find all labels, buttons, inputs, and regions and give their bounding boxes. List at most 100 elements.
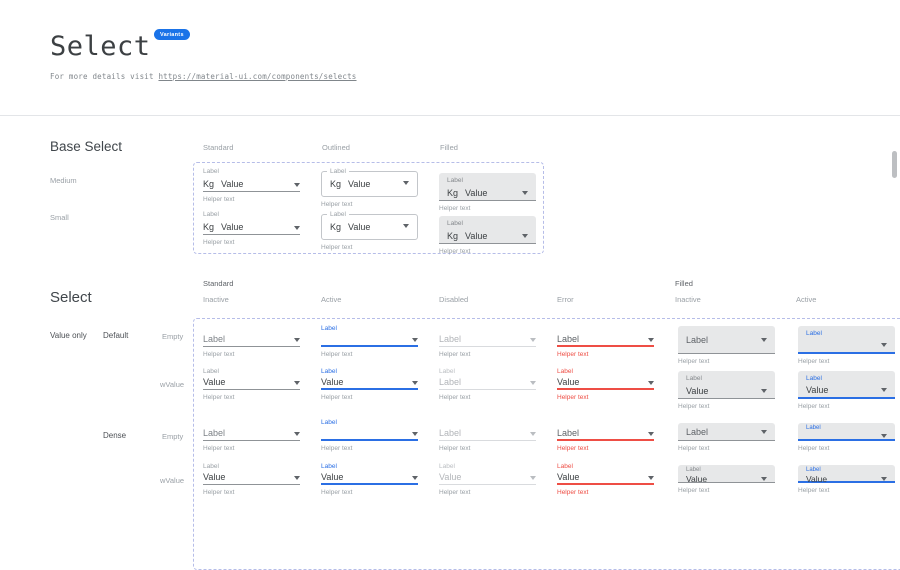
- select-placeholder: Label: [439, 334, 462, 344]
- variants-badge: Variants: [154, 29, 190, 40]
- select-label: Label: [806, 330, 822, 337]
- chevron-down-icon: [761, 388, 767, 393]
- standard-error-wvalue-select: Label Value Helper text: [557, 367, 654, 410]
- select-section-heading: Select: [50, 289, 92, 306]
- select-trigger[interactable]: Label Value: [798, 465, 895, 484]
- select-trigger[interactable]: Label: [203, 427, 300, 441]
- select-row-default-empty: Label Helper text Label Helper text Labe…: [203, 324, 895, 365]
- select-value: Value: [221, 179, 244, 189]
- chevron-down-icon: [294, 476, 300, 480]
- select-label: Label: [686, 467, 701, 473]
- select-trigger[interactable]: Label: [557, 333, 654, 347]
- helper-text: Helper text: [203, 445, 235, 452]
- base-select-row-small: Label Kg Value Helper text Label Kg Value …: [203, 210, 536, 255]
- select-trigger[interactable]: Label: [203, 333, 300, 347]
- select-label: Label: [806, 425, 821, 431]
- filled-dense-inactive-empty-select: Label Helper text: [678, 418, 775, 452]
- select-value: Value: [806, 474, 828, 484]
- select-trigger[interactable]: Label Kg Value: [439, 173, 536, 201]
- helper-text: Helper text: [439, 351, 471, 358]
- select-placeholder: Label: [203, 428, 226, 438]
- material-ui-link[interactable]: https://material-ui.com/components/selec…: [158, 72, 357, 81]
- select-trigger[interactable]: Label Value: [678, 371, 775, 399]
- select-trigger[interactable]: Label: [678, 326, 775, 354]
- select-label: Label: [203, 211, 219, 218]
- select-trigger[interactable]: Value: [321, 471, 418, 485]
- select-trigger[interactable]: Label: [678, 423, 775, 441]
- standard-dense-inactive-empty-select: Label Helper text: [203, 418, 300, 452]
- select-trigger[interactable]: Label Value: [678, 465, 775, 484]
- filled-inactive-wvalue-select: Label Value Helper text: [678, 367, 775, 410]
- select-trigger[interactable]: Value: [203, 471, 300, 485]
- select-value: Value: [439, 472, 462, 482]
- select-trigger[interactable]: [321, 333, 418, 347]
- select-trigger[interactable]: Value: [203, 376, 300, 390]
- helper-text: Helper text: [439, 248, 471, 255]
- state-header-disabled: Disabled: [439, 295, 469, 304]
- select-value: Value: [321, 472, 344, 482]
- state-header-active: Active: [321, 295, 342, 304]
- helper-text: Helper text: [203, 196, 235, 203]
- standard-active-wvalue-select: Label Value Helper text: [321, 367, 418, 410]
- select-trigger[interactable]: Value: [439, 471, 536, 485]
- select-trigger[interactable]: Label: [798, 326, 895, 354]
- select-trigger[interactable]: Label: [557, 427, 654, 441]
- standard-dense-active-wvalue-select: Label Value Helper text: [321, 462, 418, 496]
- row-group-value-only: Value only: [50, 331, 87, 340]
- scrollbar-thumb[interactable]: [892, 151, 897, 178]
- helper-text: Helper text: [557, 394, 589, 401]
- mode-label-empty-dense: Empty: [162, 432, 184, 441]
- select-value: Value: [806, 385, 829, 395]
- select-trigger[interactable]: [321, 427, 418, 441]
- standard-disabled-wvalue-select: Label Label Helper text: [439, 367, 536, 410]
- row-label-small: Small: [50, 213, 69, 222]
- select-label: Label: [321, 419, 337, 426]
- standard-dense-disabled-wvalue-select: Label Value Helper text: [439, 462, 536, 496]
- select-trigger[interactable]: Kg Value: [203, 219, 300, 235]
- select-value: Value: [203, 377, 226, 387]
- base-outlined-medium-select: Label Kg Value Helper text: [321, 167, 418, 212]
- select-label: Label: [203, 368, 219, 375]
- state-header-filled-inactive: Inactive: [675, 295, 701, 304]
- select-label: Label: [439, 463, 455, 470]
- select-trigger[interactable]: Value: [321, 376, 418, 390]
- select-trigger[interactable]: Label Kg Value: [439, 216, 536, 244]
- select-adornment: Kg: [447, 187, 459, 198]
- filled-dense-active-empty-select: Label Helper text: [798, 418, 895, 452]
- select-trigger[interactable]: Label: [439, 427, 536, 441]
- select-trigger[interactable]: Kg Value: [203, 176, 300, 192]
- standard-inactive-wvalue-select: Label Value Helper text: [203, 367, 300, 410]
- select-adornment: Kg: [330, 179, 342, 189]
- base-select-heading: Base Select: [50, 139, 123, 154]
- select-label: Label: [806, 467, 821, 473]
- base-filled-medium-select: Label Kg Value Helper text: [439, 167, 536, 212]
- select-trigger[interactable]: Value: [557, 471, 654, 485]
- column-header-outlined: Outlined: [322, 143, 350, 152]
- helper-text: Helper text: [798, 358, 830, 365]
- standard-dense-active-empty-select: Label Helper text: [321, 418, 418, 452]
- helper-text: Helper text: [798, 445, 830, 452]
- select-label: Label: [447, 177, 463, 184]
- select-trigger[interactable]: Label: [798, 423, 895, 441]
- select-label: Label: [686, 375, 702, 382]
- select-label: Label: [203, 168, 219, 175]
- select-adornment: Kg: [203, 222, 215, 232]
- select-trigger[interactable]: Label Kg Value: [321, 211, 418, 240]
- select-trigger[interactable]: Label Value: [798, 371, 895, 399]
- chevron-down-icon: [881, 343, 887, 347]
- chevron-down-icon: [648, 381, 654, 385]
- state-header-inactive: Inactive: [203, 295, 229, 304]
- base-standard-small-select: Label Kg Value Helper text: [203, 210, 300, 255]
- select-trigger[interactable]: Label Kg Value: [321, 168, 418, 197]
- select-trigger[interactable]: Value: [557, 376, 654, 390]
- select-placeholder: Label: [557, 428, 580, 438]
- select-trigger[interactable]: Label: [439, 333, 536, 347]
- helper-text: Helper text: [203, 239, 235, 246]
- helper-text: Helper text: [678, 487, 710, 494]
- standard-dense-inactive-wvalue-select: Label Value Helper text: [203, 462, 300, 496]
- helper-text: Helper text: [321, 394, 353, 401]
- chevron-down-icon: [530, 381, 536, 385]
- base-select-component-frame: [193, 162, 544, 254]
- select-value: Value: [686, 474, 708, 484]
- select-trigger[interactable]: Label: [439, 376, 536, 390]
